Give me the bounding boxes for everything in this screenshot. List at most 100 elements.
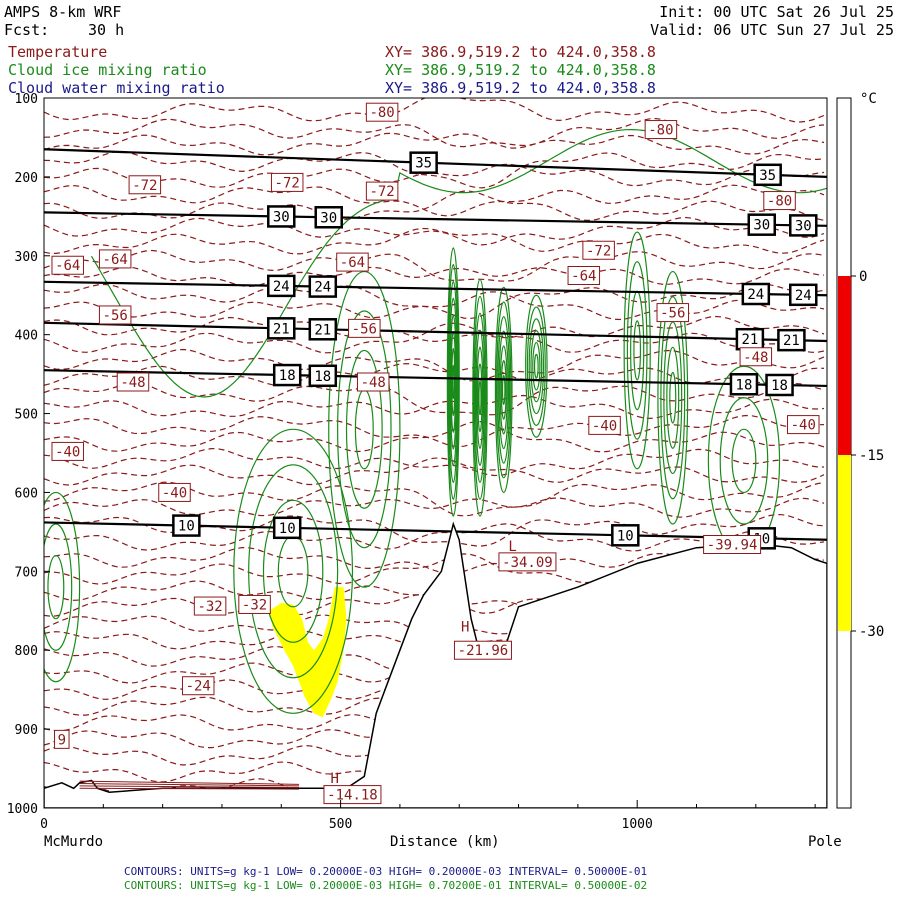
surface-isotherm [79,787,300,790]
temperature-label-box [181,676,215,696]
y-tick-label: 600 [15,486,38,501]
theta-label-box [267,205,296,228]
temperature-label-box [128,175,162,195]
surface-isotherm [79,783,300,787]
temperature-label: -21.96 [458,643,509,659]
cloud-ice-contour [626,261,648,440]
theta-label-box [747,527,776,550]
cloud-ice-contour [525,294,548,438]
temperature-label-box [336,252,369,272]
theta-label: 30 [320,210,337,226]
cloud-ice-contour [657,270,689,525]
colorbar-unit: °C [860,91,877,107]
theta-label-box [272,363,302,387]
isotherm-line [44,553,825,585]
plot-area [44,98,827,808]
temperature-label: -72 [132,178,157,194]
temperature-label-box [498,552,557,572]
cloud-ice-contour [633,320,642,381]
theta-label-box [741,282,771,306]
y-tick-label: 700 [15,565,38,580]
field-cloud-ice: Cloud ice mixing ratio [8,61,207,79]
theta-label-box [747,213,776,236]
theta-line-24 [44,280,827,297]
isotherm-line [44,756,825,783]
theta-label: 10 [279,521,296,537]
cloud-ice-contour [477,363,483,433]
cloud-ice-contour [528,318,545,415]
isotherm-line [44,679,825,706]
theta-label-box [308,275,338,298]
x-axis-title: Distance (km) [390,834,500,850]
temperature-label-box [588,415,621,435]
theta-label-box [753,163,782,187]
isotherm-line [44,653,825,684]
isotherm-line [44,382,825,416]
theta-label: 21 [741,332,758,348]
isotherm-line [44,227,825,255]
isotherm-line [44,727,825,750]
temperature-label-box [567,266,601,285]
temperature-label: -48 [361,375,386,391]
theta-label-box [789,214,818,237]
temperature-label: -64 [103,252,128,268]
temperature-label: -48 [120,375,145,391]
extremum-marker: L [508,539,516,555]
temperature-label-box [763,191,796,211]
cloud-ice-contour [669,371,677,424]
theta-label: 24 [795,288,812,304]
cloud-ice-contour [630,290,645,411]
isotherm-line [44,745,825,779]
theta-label-box [735,327,765,351]
extremum-marker: H [461,620,469,636]
isotherm-line [44,523,825,552]
cloud-ice-contour [475,329,485,466]
temperature-label: -64 [571,269,596,285]
temperature-label-box [54,729,70,749]
cloud-ice-contour [248,464,339,679]
temperature-label-box [116,372,150,392]
cloud-ice-contour [44,491,81,683]
cloud-ice-contour [448,280,459,484]
temperature-label: -40 [55,444,80,460]
cloud-ice-contour [47,554,65,620]
isotherm-line [44,513,825,547]
temperature-label-box [98,305,132,325]
theta-label: 24 [273,279,290,295]
isotherm-line [44,497,825,518]
colorbar-band [838,276,851,455]
isotherm-line [44,132,825,156]
temperature-label-box [365,102,399,122]
temperature-label-box [193,596,227,616]
isotherm-line [44,190,825,221]
cloud-ice-contour [495,301,512,479]
model-title: AMPS 8-km WRF [4,3,122,21]
colorbar-tick-label: 0 [859,269,867,285]
cloud-ice-contour [623,231,651,470]
temperature-label: -24 [186,679,211,695]
cloud-ice-contour [472,278,488,517]
isotherm-line [44,580,825,614]
temperature-label-box [453,640,512,660]
theta-label-box [272,516,302,540]
cloud-ice-contour [526,306,546,426]
isotherm-line [44,249,825,282]
temperature-label: -32 [242,597,267,613]
isotherm-line [44,322,825,354]
isotherm-line [44,315,825,343]
cloud-ice-contour [449,314,457,450]
temperature-label-box [703,535,762,555]
cloud-ice-contour [731,428,757,494]
y-tick-label: 1000 [7,802,38,817]
cloud-ice-contour [497,316,511,464]
cloud-ice-contour [533,353,539,379]
field-temperature: Temperature [8,43,108,61]
theta-label-box [308,364,338,388]
temperature-label: -56 [660,306,685,322]
cloud-ice-contour [448,297,458,467]
cloud-ice-contour [666,346,680,449]
temperature-label: -40 [162,485,187,501]
theta-label: 10 [617,528,634,544]
cloud-ice-contour [233,428,354,714]
temperature-label-box [51,441,84,461]
